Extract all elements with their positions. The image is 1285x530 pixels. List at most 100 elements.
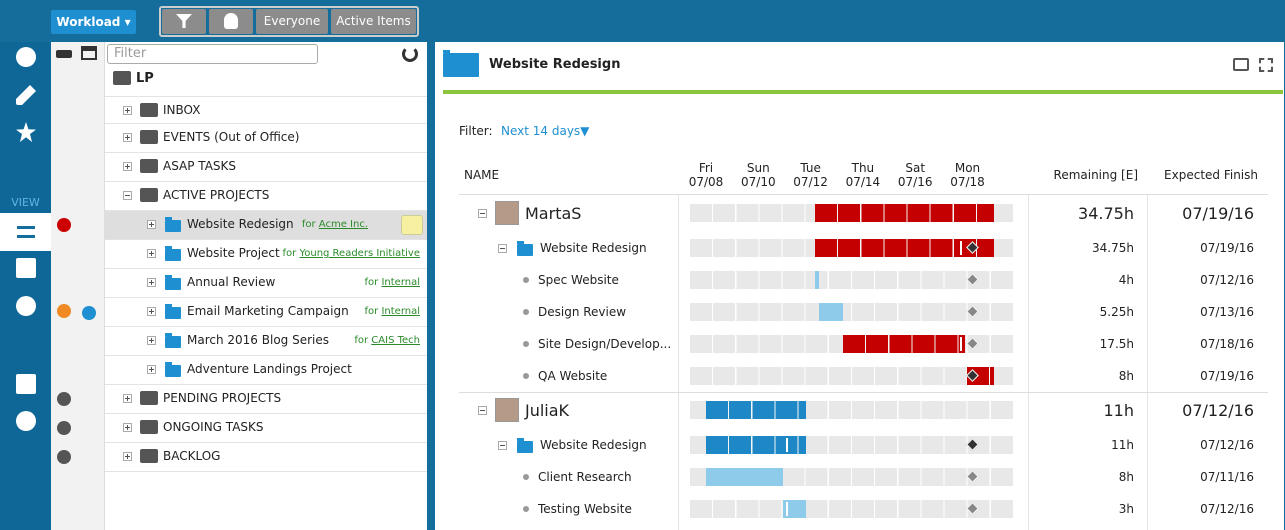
- everyone-button[interactable]: Everyone: [256, 9, 328, 34]
- client-ref: for Young Readers Initiative: [283, 248, 420, 259]
- finish-value: 07/11/16: [1200, 470, 1254, 484]
- folder-icon: [165, 304, 181, 319]
- expand-toggle[interactable]: [123, 133, 132, 142]
- folder-icon: [443, 50, 479, 77]
- gantt-bar: [815, 204, 994, 222]
- expand-toggle[interactable]: [147, 365, 156, 374]
- task-name[interactable]: Design Review: [538, 305, 627, 319]
- collapse-icon[interactable]: [56, 50, 72, 58]
- tree-label[interactable]: BACKLOG: [163, 449, 221, 463]
- expand-toggle[interactable]: [123, 106, 132, 115]
- task-dot: [523, 474, 529, 480]
- active-view[interactable]: [0, 213, 51, 251]
- column-line: [1147, 195, 1148, 530]
- project-label[interactable]: Website Redesign: [187, 217, 294, 231]
- collapse-toggle[interactable]: [498, 244, 507, 253]
- progress-marker: [786, 502, 788, 516]
- expand-toggle[interactable]: [123, 394, 132, 403]
- for-text: for: [364, 277, 379, 288]
- refresh-icon[interactable]: [402, 46, 418, 62]
- splitter[interactable]: [427, 42, 435, 530]
- collapse-toggle[interactable]: [478, 406, 487, 415]
- minus-icon[interactable]: [16, 411, 36, 431]
- expand-toggle[interactable]: [123, 423, 132, 432]
- add-icon[interactable]: [16, 47, 36, 67]
- client-link[interactable]: Internal: [381, 306, 420, 317]
- date-value: 07/14: [845, 175, 881, 189]
- task-name[interactable]: Spec Website: [538, 273, 619, 287]
- client-link[interactable]: Young Readers Initiative: [299, 248, 420, 259]
- project-label[interactable]: March 2016 Blog Series: [187, 333, 329, 347]
- hierarchy-icon[interactable]: [81, 46, 97, 60]
- tree-separator: [105, 181, 427, 182]
- expand-toggle[interactable]: [147, 220, 156, 229]
- task-name[interactable]: QA Website: [538, 369, 608, 383]
- portfolio-icon[interactable]: [16, 374, 36, 394]
- project-label[interactable]: Annual Review: [187, 275, 276, 289]
- folder-icon: [165, 217, 181, 232]
- status-icon: [57, 304, 71, 318]
- b-icon[interactable]: [16, 296, 36, 316]
- task-name[interactable]: Client Research: [538, 470, 632, 484]
- project-name[interactable]: Website Redesign: [540, 241, 647, 255]
- tree-label[interactable]: INBOX: [163, 103, 201, 117]
- expand-toggle[interactable]: [123, 452, 132, 461]
- header-rule: [443, 90, 1283, 94]
- remaining-value: 8h: [1118, 470, 1134, 484]
- tree-separator: [105, 152, 427, 153]
- date-value: 07/12: [793, 175, 828, 189]
- gantt-track: [690, 303, 1014, 321]
- project-name[interactable]: Website Redesign: [540, 438, 647, 452]
- expand-toggle[interactable]: [147, 307, 156, 316]
- project-label[interactable]: Email Marketing Campaign: [187, 304, 349, 318]
- gantt-bar: [706, 468, 783, 486]
- remaining-value: 34.75h: [1092, 241, 1134, 255]
- expand-icon[interactable]: [1259, 58, 1273, 72]
- project-label[interactable]: Website Project: [187, 246, 280, 260]
- client-ref: for CAIS Tech: [354, 335, 420, 346]
- gantt-bar: [843, 335, 965, 353]
- task-dot: [523, 506, 529, 512]
- for-text: for: [282, 248, 297, 259]
- tree-root-icon: [113, 71, 131, 85]
- expand-toggle[interactable]: [147, 336, 156, 345]
- finish-header: Expected Finish: [1164, 168, 1258, 182]
- filter-value[interactable]: Next 14 days▼: [501, 124, 590, 138]
- expand-toggle[interactable]: [147, 249, 156, 258]
- tree-separator: [105, 96, 427, 97]
- filter-input[interactable]: Filter: [107, 44, 318, 64]
- view-button[interactable]: Workload ▾: [51, 10, 136, 34]
- expand-toggle[interactable]: [123, 191, 132, 200]
- expand-toggle[interactable]: [123, 162, 132, 171]
- expand-toggle[interactable]: [147, 278, 156, 287]
- selected-row: [105, 211, 427, 240]
- group-icon: [140, 188, 158, 202]
- tree-root[interactable]: LP: [136, 71, 154, 86]
- tree-label[interactable]: EVENTS (Out of Office): [163, 130, 300, 144]
- client-link[interactable]: Acme Inc.: [318, 219, 368, 230]
- remaining-value: 11h: [1103, 401, 1135, 420]
- task-dot: [523, 309, 529, 315]
- print-icon[interactable]: [1233, 58, 1249, 71]
- task-name[interactable]: Site Design/Develop...: [538, 337, 672, 351]
- folder-icon: [165, 275, 181, 290]
- tree-label[interactable]: ACTIVE PROJECTS: [163, 188, 270, 202]
- client-link[interactable]: CAIS Tech: [371, 335, 420, 346]
- finish-value: 07/12/16: [1200, 438, 1254, 452]
- tree-label[interactable]: PENDING PROJECTS: [163, 391, 282, 405]
- remaining-value: 17.5h: [1099, 337, 1134, 351]
- tree-label[interactable]: ASAP TASKS: [163, 159, 237, 173]
- header-line: [459, 194, 1268, 195]
- collapse-toggle[interactable]: [478, 209, 487, 218]
- project-label[interactable]: Adventure Landings Project: [187, 362, 352, 376]
- target-button[interactable]: [401, 215, 423, 235]
- task-name[interactable]: Testing Website: [538, 502, 632, 516]
- tree-label[interactable]: ONGOING TASKS: [163, 420, 264, 434]
- progress-marker: [960, 241, 962, 255]
- client-link[interactable]: Internal: [381, 277, 420, 288]
- gantt-bar: [819, 303, 843, 321]
- board-view-icon[interactable]: [16, 258, 36, 278]
- active-items-button[interactable]: Active Items: [331, 9, 416, 34]
- collapse-toggle[interactable]: [498, 441, 507, 450]
- tree-separator: [105, 326, 427, 327]
